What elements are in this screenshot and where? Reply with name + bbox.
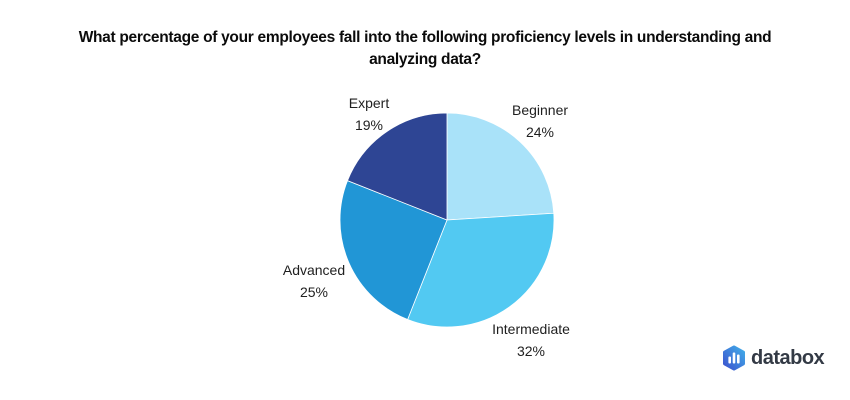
pie-slice-expert[interactable] — [346, 112, 448, 221]
slice-name: Beginner — [511, 102, 569, 118]
databox-logo[interactable]: databox — [722, 344, 825, 372]
slice-label-expert: Expert 19% — [349, 92, 389, 136]
pie-slice-beginner[interactable] — [446, 112, 555, 221]
slice-label-advanced: Advanced 25% — [283, 259, 345, 303]
slice-percentage: 25% — [299, 284, 329, 300]
databox-hexagon-bar-chart-icon — [723, 345, 745, 371]
slice-percentage: 19% — [354, 117, 384, 133]
slice-percentage: 24% — [525, 124, 555, 140]
chart-title: What percentage of your employees fall i… — [0, 27, 850, 71]
pie-slice-intermediate[interactable] — [407, 212, 555, 328]
slice-percentage: 32% — [516, 343, 546, 359]
slice-name: Intermediate — [492, 321, 570, 337]
slice-name: Expert — [348, 95, 390, 111]
chart-title-line-2: analyzing data? — [369, 51, 481, 68]
slice-name: Advanced — [282, 262, 346, 278]
pie-slice-advanced[interactable] — [339, 180, 448, 321]
slice-label-beginner: Beginner 24% — [512, 99, 568, 143]
databox-logo-text: databox — [751, 347, 825, 369]
pie-chart — [339, 112, 555, 328]
slice-label-intermediate: Intermediate 32% — [492, 318, 570, 362]
chart-title-line-1: What percentage of your employees fall i… — [78, 29, 772, 46]
